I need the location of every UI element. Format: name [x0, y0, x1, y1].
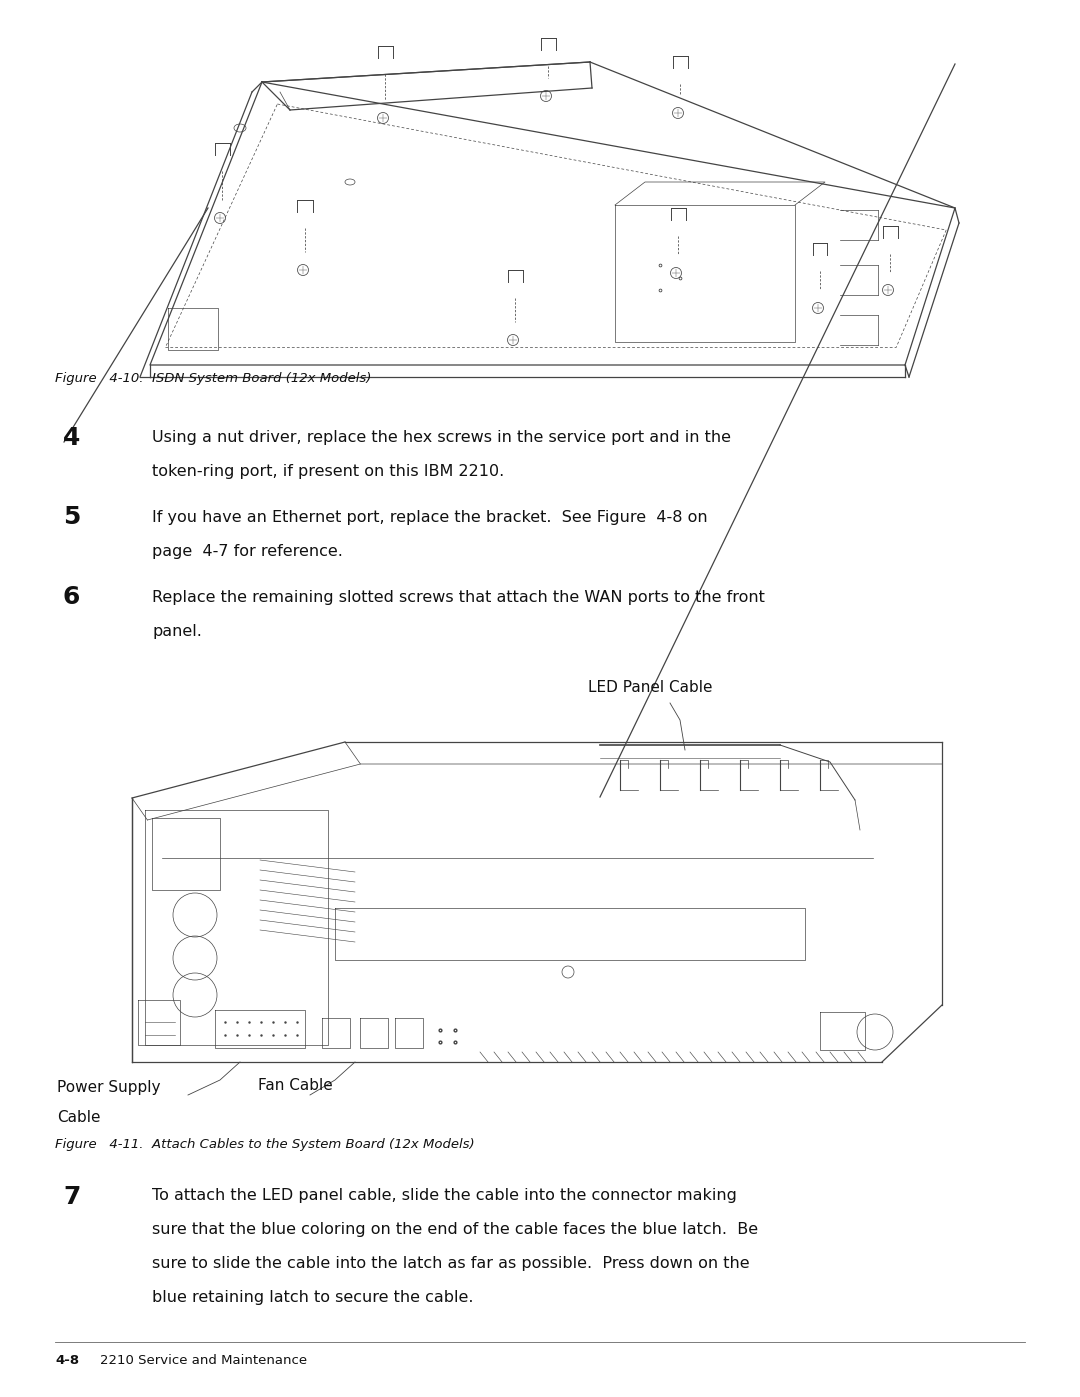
- Text: page  4-7 for reference.: page 4-7 for reference.: [152, 543, 342, 559]
- Text: 6: 6: [63, 585, 80, 609]
- Text: LED Panel Cable: LED Panel Cable: [588, 680, 713, 694]
- Text: blue retaining latch to secure the cable.: blue retaining latch to secure the cable…: [152, 1289, 473, 1305]
- Text: 4-8: 4-8: [55, 1354, 79, 1368]
- Text: If you have an Ethernet port, replace the bracket.  See Figure  4-8 on: If you have an Ethernet port, replace th…: [152, 510, 707, 525]
- Text: 2210 Service and Maintenance: 2210 Service and Maintenance: [100, 1354, 307, 1368]
- Text: sure to slide the cable into the latch as far as possible.  Press down on the: sure to slide the cable into the latch a…: [152, 1256, 750, 1271]
- Text: 4: 4: [63, 426, 80, 450]
- Text: Using a nut driver, replace the hex screws in the service port and in the: Using a nut driver, replace the hex scre…: [152, 430, 731, 446]
- Text: Figure   4-10.  ISDN System Board (12x Models): Figure 4-10. ISDN System Board (12x Mode…: [55, 372, 372, 386]
- Text: panel.: panel.: [152, 624, 202, 638]
- Text: Fan Cable: Fan Cable: [258, 1078, 333, 1092]
- Text: Cable: Cable: [57, 1111, 100, 1125]
- Text: To attach the LED panel cable, slide the cable into the connector making: To attach the LED panel cable, slide the…: [152, 1187, 737, 1203]
- Text: sure that the blue coloring on the end of the cable faces the blue latch.  Be: sure that the blue coloring on the end o…: [152, 1222, 758, 1236]
- Text: Power Supply: Power Supply: [57, 1080, 161, 1095]
- Text: Replace the remaining slotted screws that attach the WAN ports to the front: Replace the remaining slotted screws tha…: [152, 590, 765, 605]
- Text: 5: 5: [63, 504, 80, 529]
- Text: Figure   4-11.  Attach Cables to the System Board (12x Models): Figure 4-11. Attach Cables to the System…: [55, 1139, 474, 1151]
- Text: 7: 7: [63, 1185, 80, 1208]
- Text: token-ring port, if present on this IBM 2210.: token-ring port, if present on this IBM …: [152, 464, 504, 479]
